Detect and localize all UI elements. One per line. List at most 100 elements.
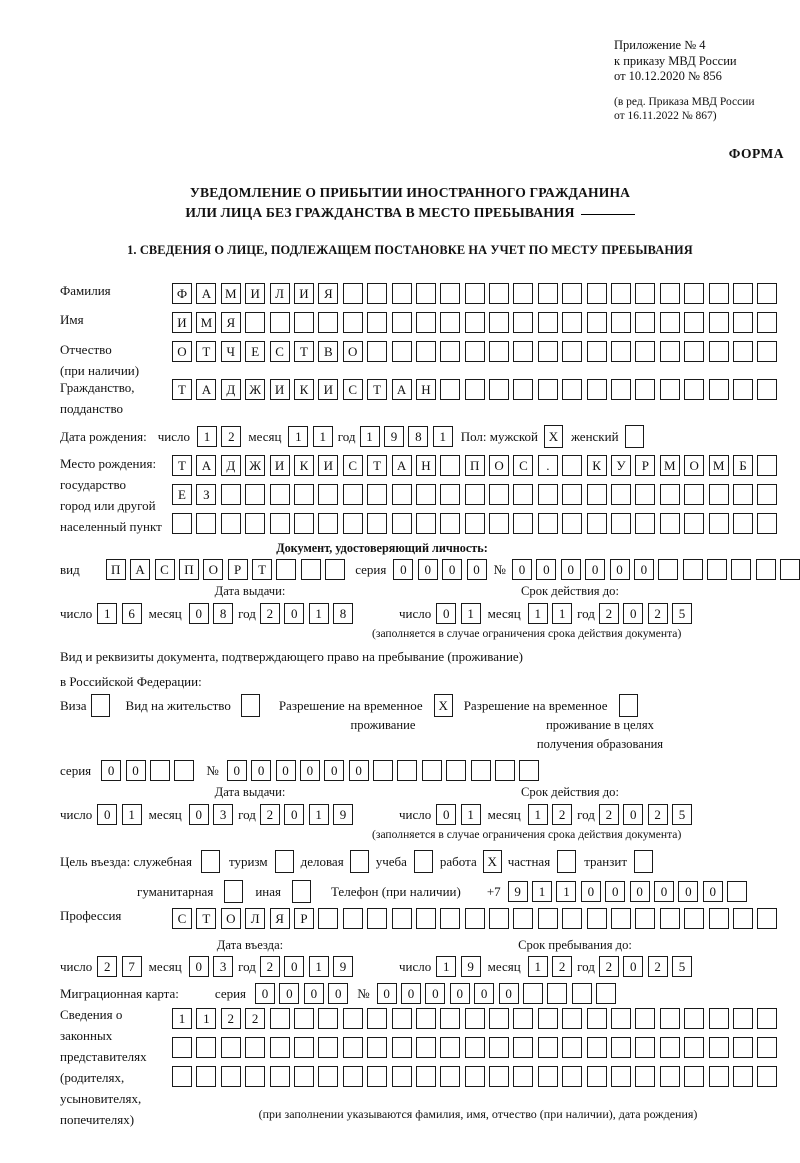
char-cell[interactable] [440, 341, 461, 362]
char-cell[interactable]: 0 [393, 559, 414, 580]
char-cell[interactable] [757, 1037, 778, 1058]
char-cell[interactable]: . [537, 455, 558, 476]
char-cell[interactable]: 5 [672, 603, 692, 624]
char-cell[interactable]: 1 [552, 603, 573, 624]
purpose-study-checkbox[interactable] [413, 850, 433, 873]
char-cell[interactable] [269, 1037, 290, 1058]
char-cell[interactable]: 0 [536, 559, 557, 580]
char-cell[interactable]: Р [635, 455, 656, 476]
char-cell[interactable]: С [269, 341, 290, 362]
char-cell[interactable]: 0 [324, 760, 345, 781]
char-cell[interactable]: О [342, 341, 363, 362]
char-cell[interactable]: 8 [213, 603, 234, 624]
char-cell[interactable]: 0 [442, 559, 463, 580]
char-cell[interactable] [440, 455, 461, 476]
char-cell[interactable]: О [220, 908, 241, 929]
char-cell[interactable] [537, 283, 558, 304]
char-cell[interactable]: А [196, 283, 217, 304]
char-cell[interactable]: Е [245, 341, 266, 362]
temp-residence-edu-checkbox[interactable] [618, 694, 638, 717]
char-cell[interactable] [684, 283, 705, 304]
char-cell[interactable] [440, 908, 461, 929]
char-cell[interactable]: О [489, 455, 510, 476]
char-cell[interactable] [318, 513, 339, 534]
char-cell[interactable]: 0 [255, 983, 276, 1004]
char-cell[interactable] [489, 312, 510, 333]
char-cell[interactable] [611, 513, 632, 534]
char-cell[interactable]: И [269, 455, 290, 476]
char-cell[interactable]: 2 [221, 426, 242, 447]
char-cell[interactable] [635, 484, 656, 505]
char-cell[interactable]: М [659, 455, 680, 476]
char-cell[interactable] [635, 1008, 656, 1029]
char-cell[interactable] [611, 1008, 632, 1029]
char-cell[interactable] [635, 379, 656, 400]
char-cell[interactable]: 0 [436, 603, 457, 624]
char-cell[interactable]: 9 [507, 881, 528, 902]
char-cell[interactable] [391, 513, 412, 534]
char-cell[interactable]: И [172, 312, 192, 333]
purpose-private-checkbox[interactable] [557, 850, 577, 873]
char-cell[interactable] [586, 513, 607, 534]
char-cell[interactable] [586, 1066, 607, 1087]
char-cell[interactable]: И [245, 283, 266, 304]
char-cell[interactable]: Е [172, 484, 192, 505]
char-cell[interactable]: 1 [308, 804, 329, 825]
char-cell[interactable] [684, 513, 705, 534]
char-cell[interactable] [757, 1066, 778, 1087]
char-cell[interactable] [440, 513, 461, 534]
char-cell[interactable] [757, 513, 778, 534]
char-cell[interactable] [708, 312, 729, 333]
char-cell[interactable]: Ф [172, 283, 192, 304]
char-cell[interactable]: Н [415, 379, 436, 400]
char-cell[interactable] [318, 312, 339, 333]
char-cell[interactable]: 0 [348, 760, 369, 781]
char-cell[interactable] [513, 312, 534, 333]
char-cell[interactable] [269, 1008, 290, 1029]
char-cell[interactable] [391, 312, 412, 333]
char-cell[interactable] [708, 1037, 729, 1058]
char-cell[interactable]: 2 [259, 804, 280, 825]
char-cell[interactable] [415, 513, 436, 534]
char-cell[interactable] [391, 1037, 412, 1058]
char-cell[interactable]: Т [367, 379, 388, 400]
char-cell[interactable]: 0 [328, 983, 349, 1004]
char-cell[interactable] [586, 1037, 607, 1058]
char-cell[interactable] [489, 908, 510, 929]
char-cell[interactable] [537, 1008, 558, 1029]
char-cell[interactable] [513, 1037, 534, 1058]
char-cell[interactable] [611, 341, 632, 362]
char-cell[interactable]: 2 [647, 804, 668, 825]
char-cell[interactable] [446, 760, 467, 781]
char-cell[interactable] [562, 1037, 583, 1058]
char-cell[interactable] [757, 1008, 778, 1029]
char-cell[interactable] [611, 283, 632, 304]
char-cell[interactable] [220, 1066, 241, 1087]
char-cell[interactable] [586, 379, 607, 400]
char-cell[interactable]: 0 [284, 804, 305, 825]
char-cell[interactable]: 0 [449, 983, 470, 1004]
char-cell[interactable]: И [318, 379, 339, 400]
char-cell[interactable]: 1 [172, 1008, 192, 1029]
char-cell[interactable]: 0 [498, 983, 519, 1004]
char-cell[interactable]: Д [220, 455, 241, 476]
char-cell[interactable] [684, 341, 705, 362]
char-cell[interactable] [440, 1037, 461, 1058]
char-cell[interactable] [707, 559, 728, 580]
char-cell[interactable] [513, 1066, 534, 1087]
char-cell[interactable]: 1 [196, 1008, 217, 1029]
char-cell[interactable]: 1 [527, 603, 548, 624]
char-cell[interactable] [470, 760, 491, 781]
char-cell[interactable] [708, 908, 729, 929]
char-cell[interactable] [373, 760, 394, 781]
char-cell[interactable]: 0 [629, 881, 650, 902]
